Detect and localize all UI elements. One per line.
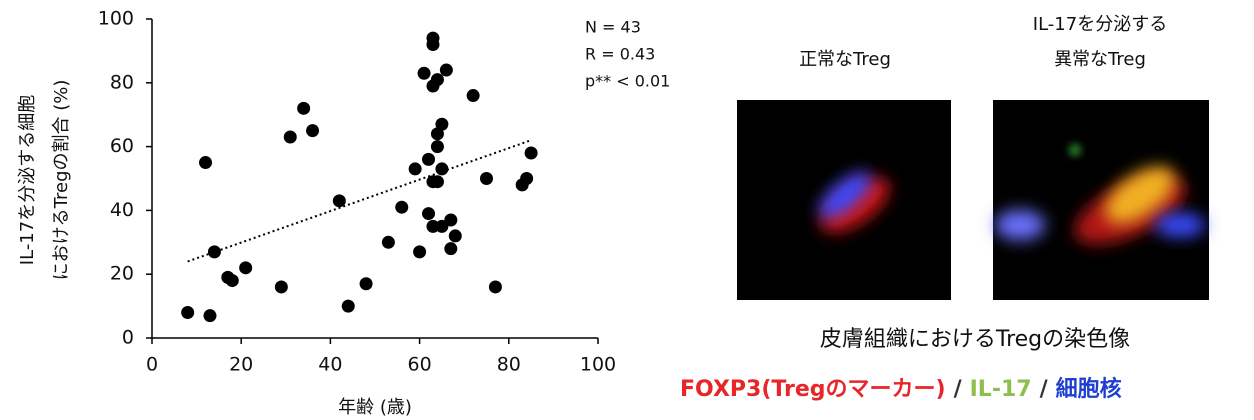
scatter-point [341,299,355,313]
scatter-point [488,280,502,294]
x-tick-label: 0 [146,354,158,376]
x-tick-label: 40 [318,354,342,376]
y-tick-label: 20 [110,263,134,285]
x-tick-label: 80 [497,354,521,376]
image-label: 異常なTreg [1054,49,1146,70]
y-tick-label: 80 [110,71,134,93]
scatter-point [332,194,346,208]
scatter-point [426,219,440,233]
image-caption: 皮膚組織におけるTregの染色像 [820,327,1130,352]
image-label: IL-17を分泌する [1033,14,1167,35]
scatter-point [422,207,436,221]
legend-entry: / [954,377,963,402]
scatter-point [466,89,480,103]
scatter-point [395,200,409,214]
y-axis-label: におけるTregの割合 (%) [51,80,72,281]
y-axis-label: IL-17を分泌する細胞 [17,95,38,265]
y-tick-label: 40 [110,199,134,221]
scatter-point [520,172,534,185]
x-tick-label: 60 [408,354,432,376]
scatter-point [274,280,288,294]
scatter-point [417,66,431,80]
scatter-point [435,162,449,176]
legend-entry: 細胞核 [1056,376,1122,402]
scatter-point [199,156,213,170]
y-tick-label: 0 [122,327,134,349]
trend-line [187,139,532,263]
scatter-point [306,124,320,138]
scatter-point [207,245,221,259]
legend-entry: / [1040,377,1049,402]
scatter-point [430,127,444,141]
legend-entry: FOXP3(Tregのマーカー) [680,377,946,402]
legend-entry: IL-17 [970,377,1032,402]
x-axis-label: 年齢 (歳) [338,397,412,418]
annotation: R = 0.43 [585,45,655,64]
scatter-point [439,63,453,77]
scatter-point [297,101,311,115]
abnormal-treg-image [993,100,1209,300]
y-tick-label: 60 [110,135,134,157]
annotation: p** < 0.01 [585,72,670,91]
scatter-point [448,229,462,243]
scatter-point [225,274,239,288]
stain-legend: FOXP3(Tregのマーカー) / IL-17 / 細胞核 [680,376,1122,402]
scatter-point [381,235,395,249]
scatter-point [408,162,422,176]
annotation: N = 43 [585,18,641,37]
x-tick-label: 100 [580,354,616,376]
scatter-point [444,242,458,256]
scatter-point [480,172,493,185]
image-label: 正常なTreg [799,49,891,70]
scatter-point [422,152,436,166]
scatter-point [203,309,217,323]
scatter-point [359,277,373,291]
x-tick-label: 20 [229,354,253,376]
scatter-point [239,261,253,275]
scatter-point [426,79,440,93]
scatter-point [181,305,195,319]
scatter-point [444,213,458,227]
scatter-point [430,140,444,154]
scatter-point [426,38,440,52]
scatter-point [430,175,444,189]
scatter-point [283,130,297,144]
normal-treg-image [737,100,951,300]
y-tick-label: 100 [98,8,134,30]
scatter-point [413,245,427,259]
scatter-point [524,146,538,160]
